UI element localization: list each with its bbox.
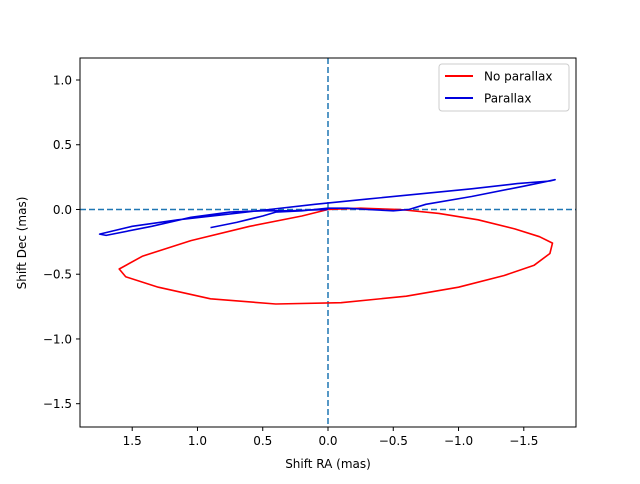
y-tick-label: 0.5	[53, 138, 72, 152]
plot-area	[80, 58, 576, 427]
y-tick-label: −1.0	[43, 332, 72, 346]
series-line-parallax	[98, 178, 556, 237]
legend-label-parallax: Parallax	[484, 92, 531, 106]
legend: No parallax Parallax	[438, 63, 570, 112]
x-axis-ticks: 1.5 1.0 0.5 0.0 −0.5 −1.0 −1.5	[123, 427, 538, 448]
y-axis-label: Shift Dec (mas)	[15, 197, 29, 290]
x-tick-label: 0.0	[318, 434, 337, 448]
series-layer	[98, 178, 556, 305]
series-line-no-parallax	[118, 207, 554, 305]
y-axis-ticks: 1.0 0.5 0.0 −0.5 −1.0 −1.5	[43, 74, 80, 411]
y-tick-label: 1.0	[53, 74, 72, 88]
y-tick-label: 0.0	[53, 203, 72, 217]
x-tick-label: −1.0	[444, 434, 473, 448]
legend-label-no-parallax: No parallax	[484, 70, 553, 84]
x-tick-label: 1.0	[188, 434, 207, 448]
y-tick-label: −0.5	[43, 268, 72, 282]
x-tick-label: −1.5	[509, 434, 538, 448]
y-tick-label: −1.5	[43, 397, 72, 411]
x-axis-label: Shift RA (mas)	[285, 457, 371, 471]
x-tick-label: 0.5	[253, 434, 272, 448]
x-tick-label: −0.5	[379, 434, 408, 448]
x-tick-label: 1.5	[123, 434, 142, 448]
